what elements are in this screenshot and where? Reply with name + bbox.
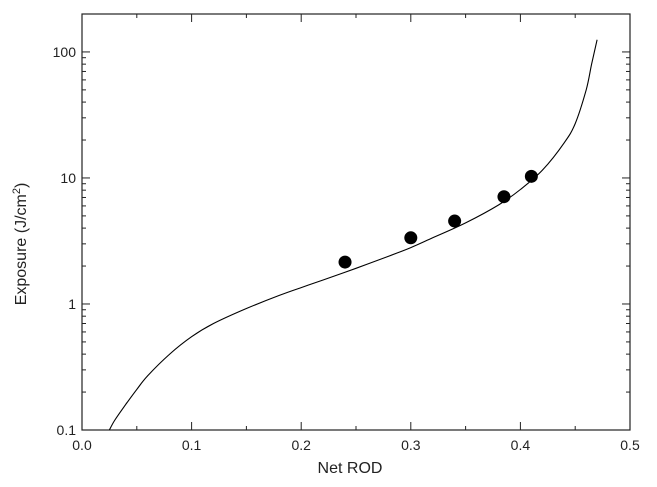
y-axis-title-superscript: 2 — [11, 188, 23, 194]
data-point — [338, 255, 352, 269]
y-axis-title-close: ) — [13, 183, 30, 188]
y-tick-label: 0.1 — [57, 422, 77, 438]
y-tick-label: 100 — [53, 44, 77, 60]
x-tick-label: 0.3 — [401, 437, 421, 453]
x-axis-title: Net ROD — [318, 460, 383, 477]
x-tick-label: 0.0 — [72, 437, 92, 453]
x-tick-label: 0.2 — [291, 437, 311, 453]
y-axis-title-main: Exposure (J/cm — [13, 194, 30, 305]
y-tick-label: 10 — [60, 170, 76, 186]
axis-ticks — [81, 14, 631, 431]
data-point — [497, 190, 511, 204]
data-point — [448, 214, 462, 228]
plot-frame — [81, 13, 631, 431]
data-point — [404, 231, 418, 245]
x-tick-label: 0.4 — [511, 437, 531, 453]
y-axis-title: Exposure (J/cm2) — [11, 183, 30, 306]
y-tick-label: 1 — [68, 296, 76, 312]
data-point — [524, 169, 538, 183]
x-tick-label: 0.1 — [182, 437, 202, 453]
fit-curve-line — [108, 39, 598, 431]
x-tick-label: 0.5 — [620, 437, 640, 453]
